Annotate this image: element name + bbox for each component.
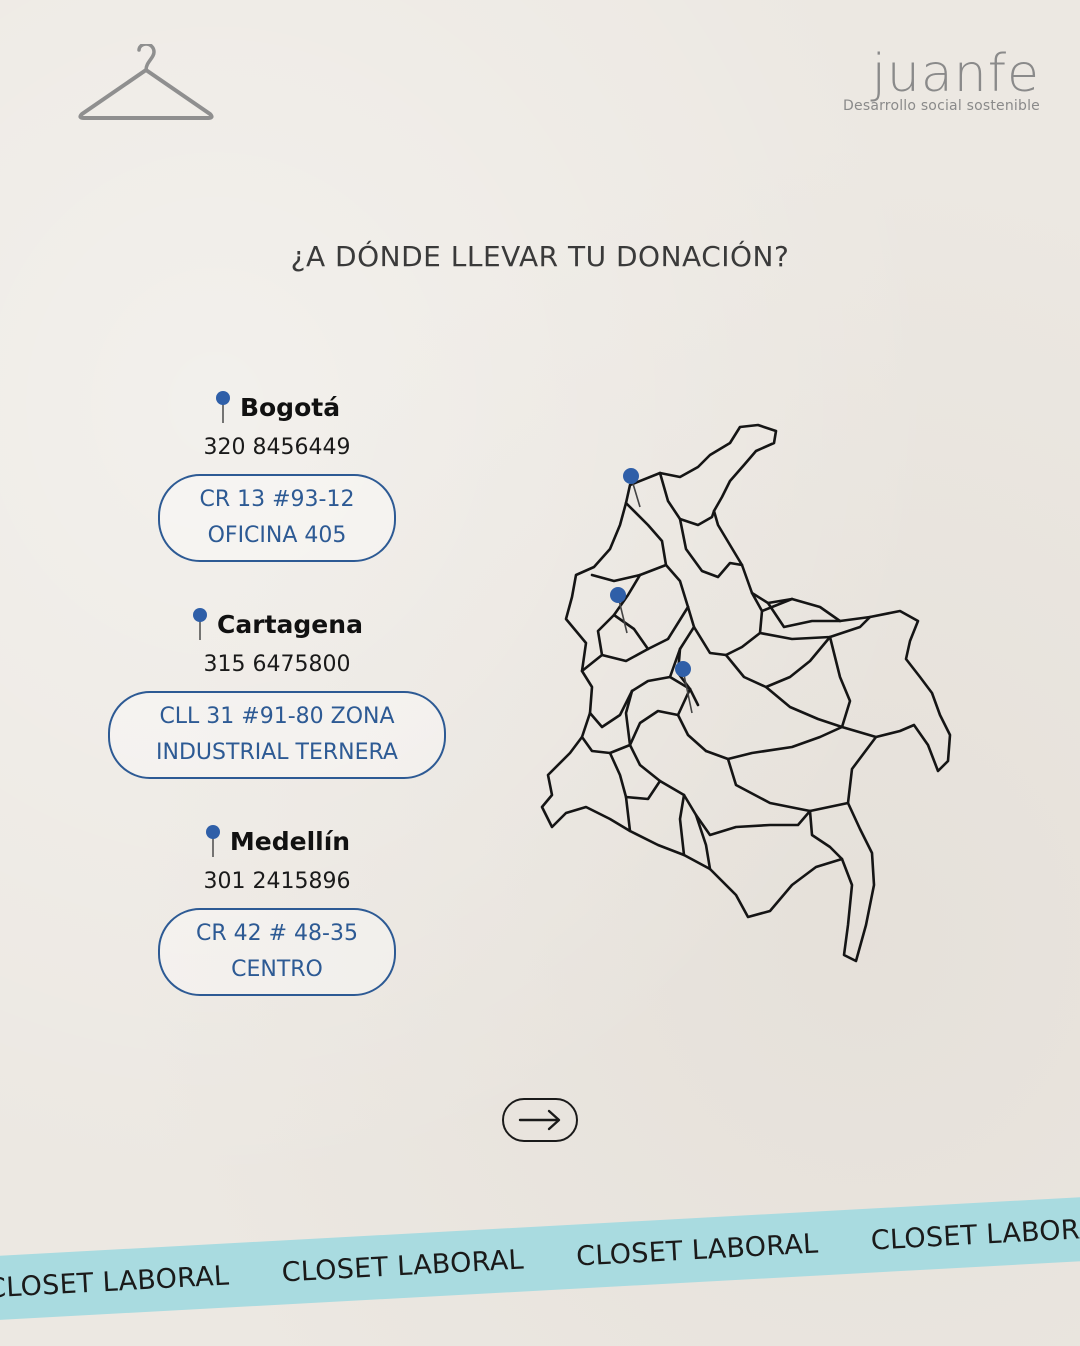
address-line: INDUSTRIAL TERNERA — [156, 740, 398, 765]
map-pin-icon — [215, 391, 230, 423]
map-pin-icon — [205, 825, 220, 857]
phone-number: 320 8456449 — [203, 435, 351, 460]
brand-tagline: Desarrollo social sostenible — [843, 98, 1040, 114]
location-bogota: Bogotá 320 8456449 CR 13 #93-12 OFICINA … — [158, 390, 396, 562]
location-medellin: Medellín 301 2415896 CR 42 # 48-35 CENTR… — [158, 824, 396, 996]
arrow-right-icon — [518, 1109, 561, 1131]
location-cartagena: Cartagena 315 6475800 CLL 31 #91-80 ZONA… — [108, 607, 446, 779]
city-heading: Bogotá — [214, 390, 340, 424]
ribbon-text: CLOSET LABORAL — [280, 1243, 525, 1289]
address-line: CENTRO — [231, 957, 323, 982]
phone-number: 315 6475800 — [203, 652, 351, 677]
page-title: ¿A DÓNDE LLEVAR TU DONACIÓN? — [290, 240, 790, 273]
city-heading: Cartagena — [191, 607, 363, 641]
hanger-icon — [78, 44, 214, 120]
address-badge: CR 13 #93-12 OFICINA 405 — [158, 474, 396, 562]
ribbon-text: CLOSET LABORAL — [870, 1212, 1080, 1257]
address-line: OFICINA 405 — [207, 523, 347, 548]
map-pins — [610, 468, 693, 714]
address-badge: CR 42 # 48-35 CENTRO — [158, 908, 396, 996]
city-name: Cartagena — [217, 609, 363, 639]
address-line: CLL 31 #91-80 ZONA — [159, 704, 395, 729]
city-heading: Medellín — [204, 824, 350, 858]
address-line: CR 42 # 48-35 — [196, 921, 358, 946]
colombia-map — [540, 423, 952, 963]
city-name: Medellín — [229, 826, 351, 856]
map-pin-icon — [193, 608, 208, 640]
ribbon-text: CLOSET LABORAL — [575, 1227, 820, 1273]
phone-number: 301 2415896 — [203, 869, 351, 894]
city-name: Bogotá — [239, 392, 341, 422]
country-border — [540, 423, 952, 963]
address-line: CR 13 #93-12 — [199, 487, 355, 512]
brand-logo: juanfe — [871, 44, 1040, 104]
ribbon-text: CLOSET LABORAL — [0, 1259, 230, 1304]
brand: juanfe Desarrollo social sostenible — [843, 46, 1040, 114]
address-badge: CLL 31 #91-80 ZONA INDUSTRIAL TERNERA — [108, 691, 446, 779]
next-arrow-button[interactable] — [502, 1098, 578, 1142]
